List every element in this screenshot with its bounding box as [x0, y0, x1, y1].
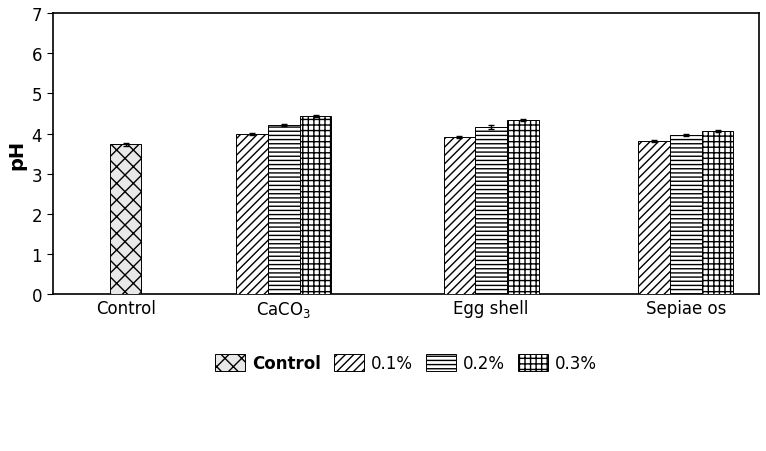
- Bar: [638, 142, 670, 295]
- Bar: [702, 131, 734, 295]
- Legend: Control, 0.1%, 0.2%, 0.3%: Control, 0.1%, 0.2%, 0.3%: [208, 348, 604, 379]
- Bar: [300, 117, 332, 295]
- Bar: [237, 135, 268, 295]
- Bar: [110, 145, 142, 295]
- Y-axis label: pH: pH: [7, 139, 26, 169]
- Bar: [268, 126, 300, 295]
- Bar: [670, 135, 702, 295]
- Bar: [507, 121, 538, 295]
- Bar: [475, 128, 507, 295]
- Bar: [444, 138, 475, 295]
